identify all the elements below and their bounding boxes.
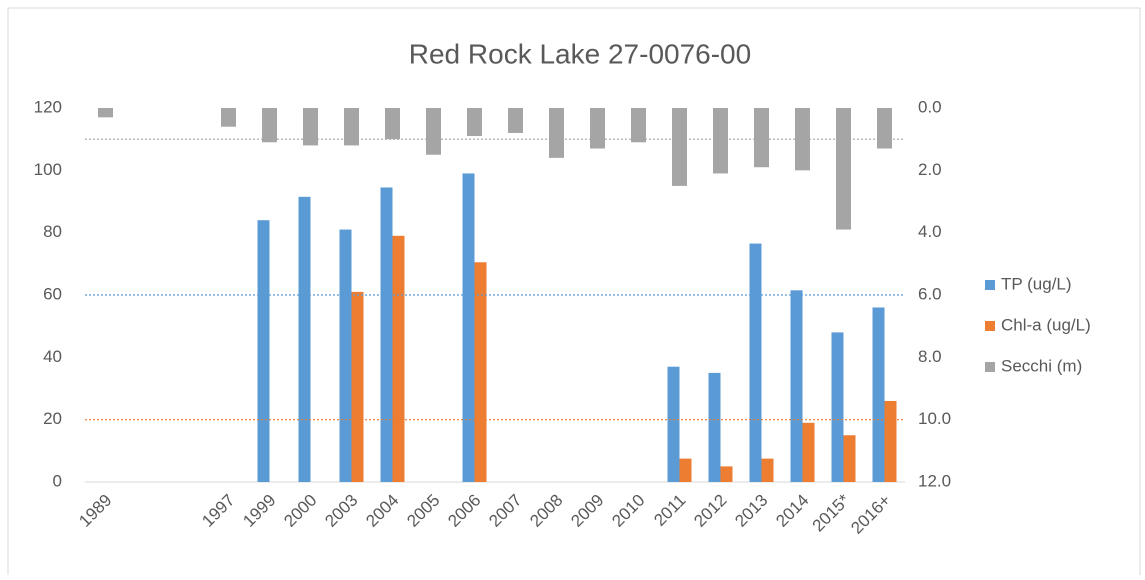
bar <box>884 400 897 482</box>
bar <box>667 366 680 482</box>
y2-tick-label: 12.0 <box>918 471 951 490</box>
bar <box>713 108 728 174</box>
bar <box>474 262 487 482</box>
bar <box>831 332 844 482</box>
legend-swatch <box>985 280 995 290</box>
y2-tick-label: 10.0 <box>918 409 951 428</box>
y2-tick-label: 2.0 <box>918 160 942 179</box>
bar <box>303 108 318 146</box>
bar <box>380 187 393 482</box>
bar <box>761 458 774 482</box>
bar <box>708 372 721 482</box>
legend-swatch <box>985 362 995 372</box>
y-tick-label: 0 <box>53 471 62 490</box>
legend-label: Chl-a (ug/L) <box>1001 315 1091 334</box>
bar <box>385 108 400 140</box>
bar <box>339 229 352 482</box>
chart-frame <box>7 7 1141 579</box>
bar <box>720 466 733 482</box>
bar <box>262 108 277 143</box>
y-tick-label: 120 <box>34 97 62 116</box>
bar <box>843 435 856 482</box>
bar <box>98 108 113 118</box>
y-tick-label: 20 <box>43 409 62 428</box>
y-tick-label: 60 <box>43 284 62 303</box>
y2-tick-label: 8.0 <box>918 347 942 366</box>
bar <box>872 307 885 482</box>
bar <box>467 108 482 137</box>
y2-tick-label: 6.0 <box>918 284 942 303</box>
bar <box>221 108 236 127</box>
bar <box>749 243 762 482</box>
y-tick-label: 80 <box>43 222 62 241</box>
bar <box>257 220 270 482</box>
bar <box>877 108 892 149</box>
bar <box>672 108 687 186</box>
bar <box>462 173 475 482</box>
bar <box>426 108 441 155</box>
bar <box>754 108 769 168</box>
bar <box>679 458 692 482</box>
legend-swatch <box>985 321 995 331</box>
bar <box>631 108 646 143</box>
legend-label: TP (ug/L) <box>1001 274 1072 293</box>
chart-title: Red Rock Lake 27-0076-00 <box>409 38 751 69</box>
y-tick-label: 100 <box>34 160 62 179</box>
y2-tick-label: 4.0 <box>918 222 942 241</box>
bar <box>549 108 564 158</box>
bar <box>802 422 815 482</box>
bar <box>392 235 405 482</box>
bar <box>298 196 311 482</box>
bar <box>590 108 605 149</box>
legend-label: Secchi (m) <box>1001 356 1082 375</box>
bar <box>790 290 803 482</box>
y-tick-label: 40 <box>43 347 62 366</box>
bar <box>836 108 851 230</box>
bar <box>508 108 523 133</box>
bar <box>344 108 359 146</box>
bar <box>351 291 364 482</box>
y2-tick-label: 0.0 <box>918 97 942 116</box>
